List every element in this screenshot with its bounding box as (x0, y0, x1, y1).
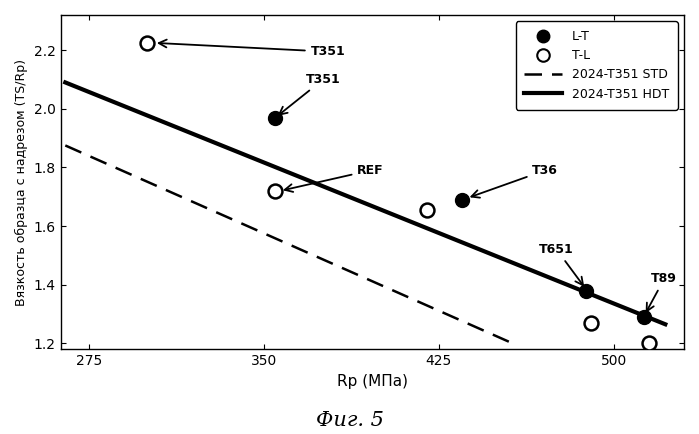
Y-axis label: Вязкость образца с надрезом (TS/Rp): Вязкость образца с надрезом (TS/Rp) (15, 59, 28, 306)
Text: T651: T651 (539, 243, 583, 285)
Text: Фиг. 5: Фиг. 5 (315, 411, 384, 430)
Text: T351: T351 (279, 73, 340, 115)
Text: REF: REF (284, 164, 384, 192)
X-axis label: Rp (МПа): Rp (МПа) (337, 374, 408, 388)
Legend: L-T, T-L, 2024-T351 STD, 2024-T351 HDT: L-T, T-L, 2024-T351 STD, 2024-T351 HDT (515, 21, 678, 109)
Text: T89: T89 (647, 273, 677, 311)
Text: T351: T351 (159, 39, 345, 58)
Text: T36: T36 (471, 164, 558, 197)
